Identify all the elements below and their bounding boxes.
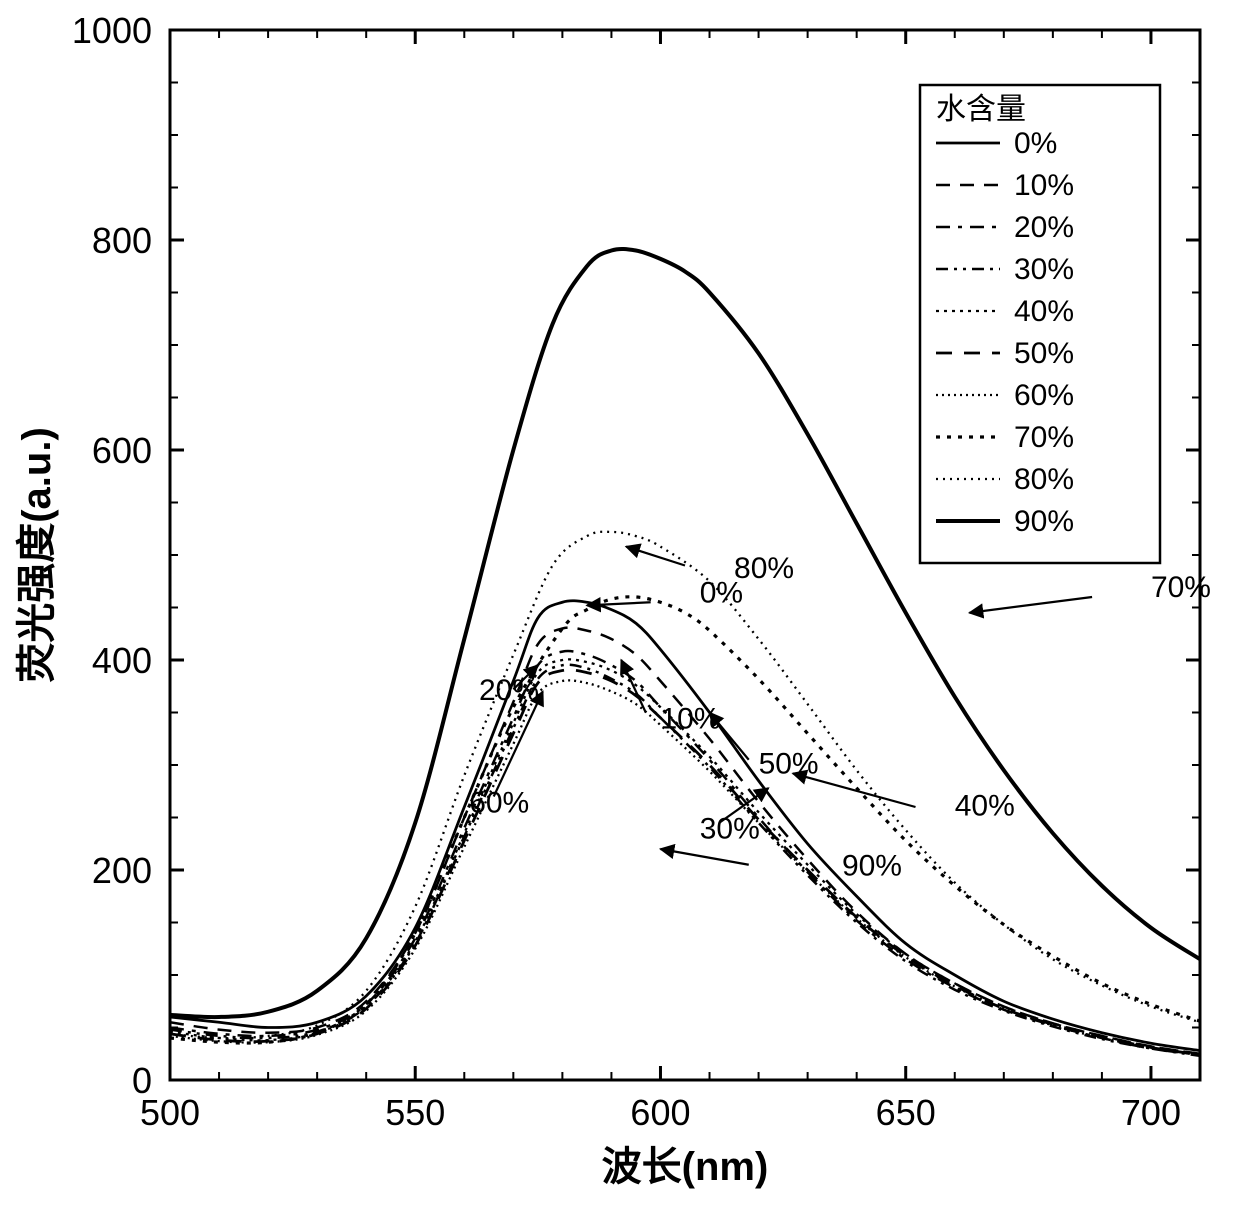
spectra-chart: 50055060065070002004006008001000波长(nm)荧光… [0,0,1240,1227]
svg-text:600: 600 [630,1092,690,1133]
svg-text:0: 0 [132,1060,152,1101]
series-80% [170,532,1200,1038]
legend-label-0%: 0% [1014,127,1057,160]
legend-label-80%: 80% [1014,463,1074,496]
svg-text:波长(nm): 波长(nm) [602,1145,769,1189]
svg-text:600: 600 [92,430,152,471]
svg-text:650: 650 [876,1092,936,1133]
legend-label-60%: 60% [1014,379,1074,412]
svg-text:荧光强度(a.u.): 荧光强度(a.u.) [15,427,59,683]
annotation-arrow-40% [793,773,916,807]
annotation-label-60%: 60% [469,786,529,819]
series-70% [170,597,1200,1043]
legend-label-40%: 40% [1014,295,1074,328]
series-10% [170,628,1200,1054]
legend-label-20%: 20% [1014,211,1074,244]
legend-label-30%: 30% [1014,253,1074,286]
annotation-label-70%: 70% [1151,571,1211,604]
chart-container: 50055060065070002004006008001000波长(nm)荧光… [0,0,1240,1227]
annotation-arrow-70% [969,597,1092,613]
annotation-label-10%: 10% [660,702,720,735]
series-60% [170,680,1200,1054]
legend-label-50%: 50% [1014,337,1074,370]
annotation-label-40%: 40% [955,789,1015,822]
legend-label-90%: 90% [1014,505,1074,538]
svg-text:800: 800 [92,220,152,261]
annotation-label-0%: 0% [700,576,743,609]
annotation-label-20%: 20% [479,674,539,707]
legend-label-10%: 10% [1014,169,1074,202]
annotation-label-90%: 90% [842,849,902,882]
annotation-arrow-80% [626,547,685,566]
annotation-label-30%: 30% [700,813,760,846]
legend-label-70%: 70% [1014,421,1074,454]
svg-text:1000: 1000 [72,10,152,51]
annotation-arrow-90% [660,849,748,865]
svg-text:700: 700 [1121,1092,1181,1133]
svg-text:400: 400 [92,640,152,681]
svg-text:200: 200 [92,850,152,891]
annotation-label-50%: 50% [759,747,819,780]
annotation-arrow-50% [710,713,749,760]
legend-title: 水含量 [936,93,1026,126]
svg-text:550: 550 [385,1092,445,1133]
